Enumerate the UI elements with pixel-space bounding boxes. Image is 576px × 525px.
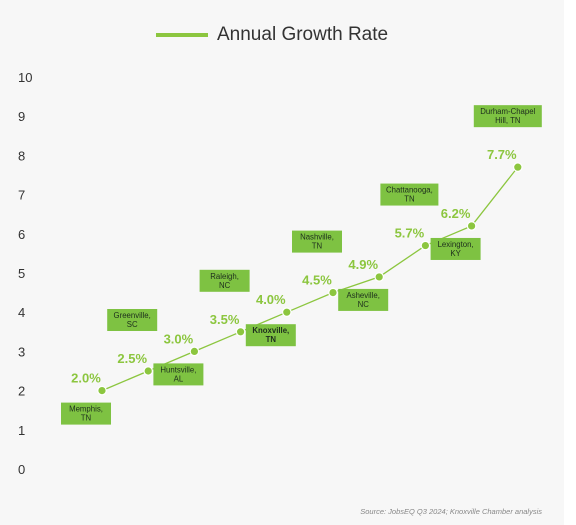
data-value-label: 6.2% [441, 206, 471, 221]
data-point [189, 346, 200, 357]
y-tick-label: 0 [18, 462, 25, 477]
city-label-box [107, 309, 158, 331]
legend-label: Annual Growth Rate [217, 24, 389, 45]
y-tick-label: 4 [18, 305, 25, 320]
data-point [466, 221, 477, 231]
city-label: Knoxville,TN [245, 324, 296, 347]
city-label-box [380, 183, 439, 206]
city-label-text: TN [81, 414, 91, 423]
city-label-box [473, 105, 542, 128]
data-point [374, 272, 384, 282]
source-note: Source: JobsEQ Q3 2024; Knoxville Chambe… [360, 507, 542, 516]
data-point [97, 385, 107, 396]
y-tick-label: 10 [18, 70, 32, 85]
city-label-text: KY [450, 249, 461, 258]
city-label-text: Memphis, [69, 405, 103, 414]
city-label-text: Asheville, [347, 291, 380, 300]
data-value-label: 7.7% [487, 147, 517, 162]
city-label-box [199, 269, 250, 292]
y-tick-label: 7 [18, 188, 25, 203]
data-value-label: 4.9% [348, 257, 378, 272]
chart-legend: Annual Growth Rate [156, 22, 388, 48]
city-label-box [338, 288, 389, 311]
data-value-label: 4.0% [256, 292, 286, 307]
city-label-text: AL [174, 374, 184, 383]
series-line [101, 166, 519, 392]
data-point [235, 326, 246, 337]
city-label-box [153, 363, 204, 386]
city-label-box [61, 402, 111, 425]
city-label-text: NC [219, 281, 231, 290]
city-label-box [430, 237, 481, 260]
city-label-text: Hill, TN [495, 116, 520, 125]
y-tick-label: 1 [18, 423, 25, 438]
city-label-text: Durham-Chapel [480, 107, 535, 116]
city-label-text: Huntsville, [160, 365, 196, 374]
line-chart: 0123456789102.0%Memphis,TN2.5%Greenville… [18, 70, 542, 477]
data-point [420, 240, 431, 251]
city-label-text: Chattanooga, [386, 186, 433, 195]
data-point [328, 287, 338, 298]
y-tick-label: 5 [18, 266, 25, 281]
y-tick-label: 3 [18, 344, 25, 359]
city-label-box [292, 230, 342, 253]
city-label: Chattanooga,TN [380, 183, 439, 206]
y-tick-label: 9 [18, 109, 25, 124]
data-point [281, 307, 292, 317]
chart-panel: Annual Growth Rate 0 1 2 3 4 5 6 7 8 9 10 2.0% Memph… [18, 22, 542, 516]
data-value-label: 4.5% [302, 273, 332, 288]
city-label-text: Knoxville, [252, 326, 289, 335]
city-label: Greenville,SC [107, 309, 158, 331]
y-tick-label: 2 [18, 384, 25, 399]
data-value-label: 5.7% [395, 226, 425, 241]
city-label: Raleigh,NC [199, 269, 250, 292]
data-value-label: 2.5% [117, 351, 147, 366]
data-value-label: 3.5% [210, 312, 240, 327]
city-label-text: Raleigh, [210, 272, 239, 281]
city-label-text: TN [266, 335, 277, 344]
city-label-text: SC [127, 320, 138, 329]
data-point [143, 366, 153, 376]
city-label-text: Greenville, [114, 311, 151, 320]
city-label-text: TN [404, 195, 414, 204]
city-label-text: TN [312, 242, 322, 251]
city-label: Lexington,KY [430, 237, 481, 260]
legend-swatch [156, 33, 208, 37]
city-label: Nashville,TN [292, 230, 342, 253]
y-tick-label: 6 [18, 227, 25, 242]
city-label-box [245, 324, 296, 347]
city-label-text: NC [358, 300, 370, 309]
data-value-label: 3.0% [164, 331, 194, 346]
city-label-text: Lexington, [438, 240, 474, 249]
data-point [512, 162, 523, 172]
city-label: Huntsville,AL [153, 363, 204, 386]
city-label: Memphis,TN [61, 402, 111, 425]
y-tick-label: 8 [18, 148, 25, 163]
data-value-label: 2.0% [71, 371, 101, 386]
city-label-text: Nashville, [300, 233, 334, 242]
city-label: Asheville,NC [338, 288, 389, 311]
